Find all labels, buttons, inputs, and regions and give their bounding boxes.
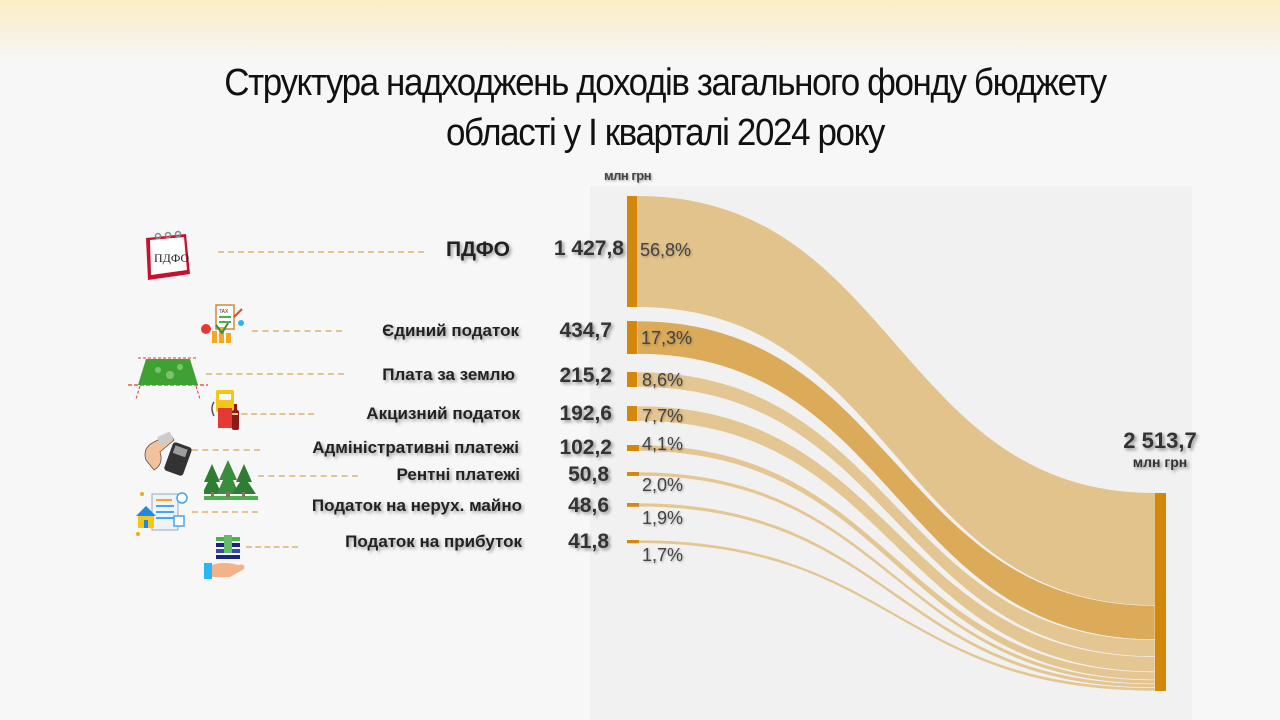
category-label: Єдиний податок bbox=[382, 321, 519, 340]
sankey-source-node bbox=[627, 196, 637, 307]
category-percent: 56,8% bbox=[640, 240, 692, 260]
forest-icon bbox=[202, 460, 258, 507]
category-value: 215,2 bbox=[559, 364, 612, 387]
leader-line-pdfo bbox=[218, 251, 424, 253]
category-label: Податок на прибуток bbox=[345, 532, 522, 551]
sankey-source-node bbox=[627, 540, 639, 544]
category-value: 50,8 bbox=[568, 463, 609, 486]
land-plot-icon bbox=[128, 355, 208, 405]
leader-line-rent bbox=[258, 475, 358, 477]
category-value: 102,2 bbox=[559, 436, 612, 459]
category-percent: 7,7% bbox=[642, 406, 684, 426]
category-label: Податок на нерух. майно bbox=[311, 496, 522, 515]
sankey-source-node bbox=[627, 472, 639, 476]
category-label: Плата за землю bbox=[382, 365, 515, 384]
sankey-source-node bbox=[627, 445, 639, 451]
category-value: 192,6 bbox=[559, 402, 612, 425]
tax-document-icon: TAX bbox=[198, 303, 246, 350]
total-label: 2 513,7 млн грн bbox=[1100, 428, 1220, 470]
category-label: Акцизний податок bbox=[366, 404, 520, 423]
sankey-flow bbox=[637, 196, 1155, 606]
page-title: Структура надходжень доходів загального … bbox=[164, 58, 1167, 158]
category-label: Адміністративні платежі bbox=[312, 438, 519, 457]
property-document-icon bbox=[134, 488, 194, 543]
category-label: ПДФО bbox=[445, 238, 510, 261]
category-value: 48,6 bbox=[568, 494, 609, 517]
sankey-source-node bbox=[627, 406, 637, 421]
leader-line-admin bbox=[192, 449, 260, 451]
leader-line-profit bbox=[246, 546, 298, 548]
svg-text:ПДФО: ПДФО bbox=[154, 251, 189, 265]
category-percent: 2,0% bbox=[642, 475, 684, 495]
total-value: 2 513,7 bbox=[1123, 428, 1197, 453]
category-percent: 1,7% bbox=[642, 545, 684, 565]
category-value: 1 427,8 bbox=[553, 237, 624, 260]
header-gradient-band bbox=[0, 0, 1280, 60]
category-value: 41,8 bbox=[568, 530, 609, 553]
category-percent: 4,1% bbox=[642, 434, 684, 454]
sankey-flows bbox=[636, 196, 1156, 692]
money-hand-icon bbox=[202, 533, 248, 586]
category-percent: 17,3% bbox=[641, 328, 693, 348]
category-value: 434,7 bbox=[559, 319, 612, 342]
payment-terminal-icon bbox=[140, 430, 196, 481]
total-unit: млн грн bbox=[1132, 454, 1188, 470]
title-line-1: Структура надходжень доходів загального … bbox=[224, 62, 1107, 104]
leader-line-property bbox=[192, 511, 258, 513]
unit-label-top: млн грн bbox=[604, 168, 652, 183]
category-percent: 1,9% bbox=[642, 508, 684, 528]
sankey-source-node bbox=[627, 372, 637, 387]
fuel-alcohol-icon bbox=[208, 388, 244, 439]
leader-line-land bbox=[206, 373, 344, 375]
category-label: Рентні платежі bbox=[396, 465, 520, 484]
leader-line-single-tax bbox=[252, 330, 342, 332]
leader-line-excise bbox=[232, 413, 314, 415]
sankey-source-node bbox=[627, 321, 637, 354]
svg-text:TAX: TAX bbox=[219, 309, 229, 315]
calendar-pdfo-icon: ПДФО bbox=[140, 228, 194, 287]
sankey-nodes bbox=[627, 196, 1166, 691]
title-line-2: області у І кварталі 2024 року bbox=[445, 112, 885, 154]
sankey-source-node bbox=[627, 503, 639, 507]
sankey-target-node bbox=[1155, 493, 1166, 691]
category-percent: 8,6% bbox=[642, 370, 684, 390]
